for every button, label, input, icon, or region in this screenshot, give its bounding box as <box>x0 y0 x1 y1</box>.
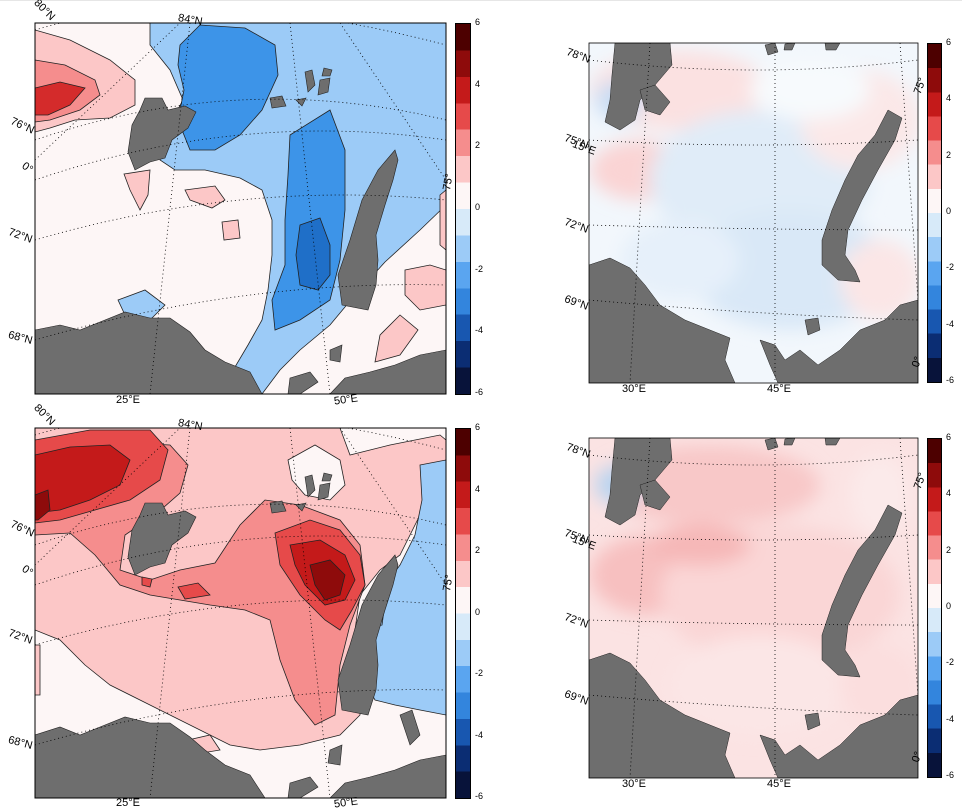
land-novaya-zemlya <box>337 554 399 716</box>
colorbar-tick-label: 4 <box>946 93 952 104</box>
land-kola <box>329 349 446 394</box>
graticule <box>35 428 446 798</box>
lon-label: 25°E <box>116 394 140 406</box>
colorbar-tick-label: -4 <box>946 318 955 329</box>
colorbar-tick-label: -2 <box>946 657 955 668</box>
map-top-right <box>588 42 919 384</box>
colorbar-tick-label: -6 <box>946 770 955 780</box>
colorbar-tick-label: 2 <box>475 140 481 151</box>
land-russia <box>589 652 736 778</box>
colorbar <box>455 23 471 395</box>
map-panel-bottom-left: 80°N 76°N 0° 72°N 68°N 84°N 75° 25°E 50°… <box>0 402 490 811</box>
colorbar-tick-label: -2 <box>475 263 484 274</box>
colorbar-tick-label: 2 <box>946 544 952 555</box>
colorbar-tick-label: 6 <box>475 422 481 432</box>
lon-label: 25°E <box>116 797 140 809</box>
map-bottom-right <box>588 437 919 779</box>
graticule <box>35 23 446 394</box>
map-panel-bottom-right: 78°N 75°N 15°E 72°N 69°N 75° 0° 30°E 45°… <box>560 425 940 800</box>
colorbar-tick-label: 0 <box>946 206 952 216</box>
map-panel-top-right: 78°N 75°N 15°E 72°N 69°N 75° 0° 30°E 45°… <box>560 30 940 400</box>
colorbar-tick-label: -2 <box>946 262 955 273</box>
colorbar <box>455 428 471 799</box>
land-svalbard <box>127 97 197 171</box>
anomaly-contour-neg3 <box>295 217 331 291</box>
map-panel-top-left: 80°N 76°N 0° 72°N 68°N 84°N 75° 25°E 50°… <box>0 0 490 410</box>
land-svalbard <box>604 43 673 131</box>
colorbar-tick-label: -6 <box>475 791 484 801</box>
colorbar-tick-label: -2 <box>475 668 484 678</box>
colorbar-tick-label: -6 <box>475 387 484 397</box>
colorbar-tick-label: 0 <box>475 606 481 617</box>
colorbar-tick-label: 0 <box>475 202 481 212</box>
colorbar-tick-label: 4 <box>475 78 481 89</box>
colorbar-tick-label: 2 <box>946 149 952 160</box>
colorbar <box>927 43 942 383</box>
land-scandinavia-russia <box>35 716 266 798</box>
anomaly-contour-neg2 <box>177 24 279 151</box>
land-kola <box>329 754 446 798</box>
colorbar-tick-label: 0 <box>946 601 952 611</box>
colorbar-tick-label: -4 <box>475 325 484 336</box>
colorbar-tick-label: 6 <box>946 432 952 442</box>
colorbar-tick-label: -4 <box>475 729 484 740</box>
map-top-left <box>34 22 447 395</box>
colorbar <box>927 438 942 778</box>
land-novaya-zemlya <box>821 109 903 283</box>
land-svalbard <box>604 438 673 526</box>
land-novaya-zemlya <box>337 149 399 311</box>
lon-label: 45°E <box>767 778 791 790</box>
top-border-line <box>0 0 962 1</box>
colorbar-tick-label: 2 <box>475 545 481 555</box>
colorbar-tick-label: 6 <box>475 17 481 27</box>
land-novaya-zemlya <box>821 504 903 678</box>
anomaly-field <box>590 50 918 330</box>
land-russia <box>589 257 736 383</box>
lon-label: 30°E <box>622 778 646 790</box>
graticule <box>589 438 918 778</box>
anomaly-contour-pos2 <box>35 442 366 726</box>
colorbar-tick-label: 4 <box>946 488 952 499</box>
anomaly-contour-pos5 <box>35 489 51 521</box>
colorbar-tick-label: -6 <box>946 375 955 385</box>
graticule <box>589 43 918 383</box>
lon-label: 30°E <box>622 383 646 395</box>
colorbar-tick-label: 4 <box>475 483 481 494</box>
land-kola <box>759 299 918 383</box>
land-franz-josef <box>269 472 333 514</box>
land-franz-josef <box>269 67 333 109</box>
colorbar-tick-label: -4 <box>946 713 955 724</box>
colorbar-tick-label: 6 <box>946 37 952 47</box>
land-scandinavia-russia <box>35 311 263 394</box>
land-kola <box>759 694 918 778</box>
map-bottom-left <box>34 427 447 799</box>
land-svalbard <box>127 502 197 576</box>
anomaly-contour-pos3 <box>35 81 86 116</box>
lon-label: 45°E <box>767 383 791 395</box>
